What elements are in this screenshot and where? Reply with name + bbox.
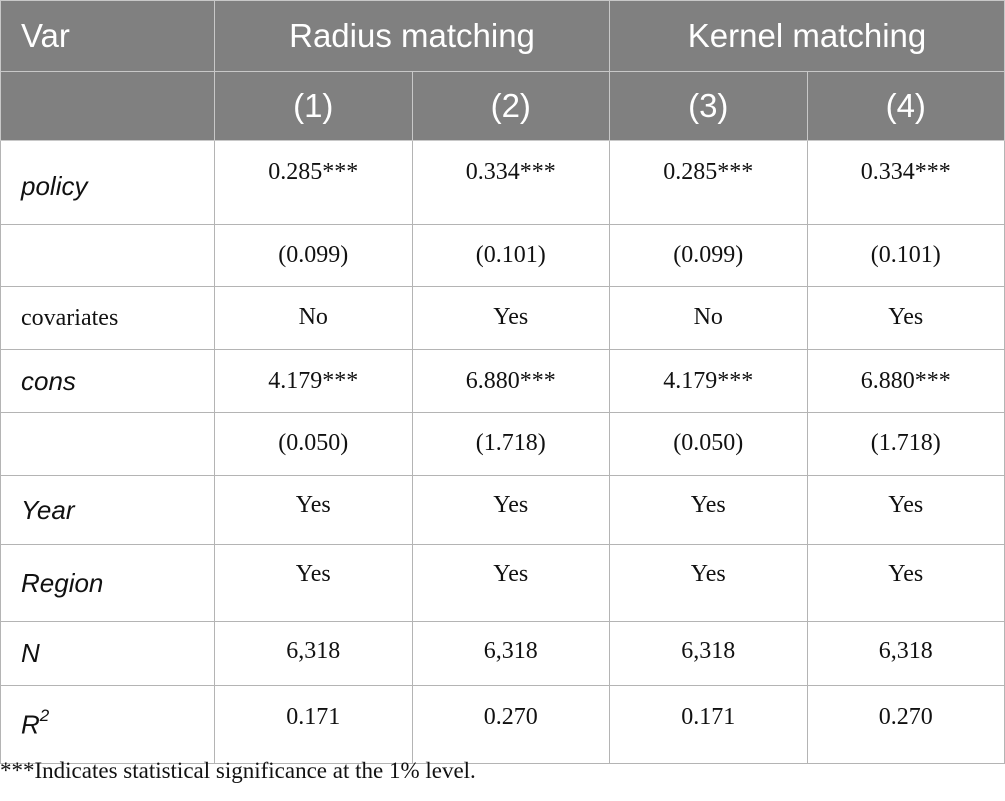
cell: Yes <box>411 475 611 545</box>
cell: Yes <box>411 286 611 350</box>
cell: 6,318 <box>411 621 611 686</box>
cell: 4.179*** <box>609 349 808 413</box>
row-label: covariates <box>0 286 215 350</box>
table-row-policy: policy 0.285*** 0.334*** 0.285*** 0.334*… <box>0 140 1005 225</box>
cell: 0.334*** <box>806 140 1005 225</box>
cell: Yes <box>214 544 413 622</box>
cell: (0.050) <box>214 412 413 476</box>
cell: 0.270 <box>806 685 1005 764</box>
cell: 0.334*** <box>411 140 611 225</box>
table-row-cons-se: (0.050) (1.718) (0.050) (1.718) <box>0 412 1005 476</box>
row-label: cons <box>0 349 215 413</box>
row-label <box>0 412 215 476</box>
cell: (0.101) <box>806 224 1005 287</box>
cell: Yes <box>806 544 1005 622</box>
cell: No <box>609 286 808 350</box>
header-row-groups: Var Radius matching Kernel matching <box>0 0 1005 72</box>
table-row-r2: R2 0.171 0.270 0.171 0.270 <box>0 685 1005 764</box>
cell: (1.718) <box>806 412 1005 476</box>
header-row-columns: (1) (2) (3) (4) <box>0 71 1005 141</box>
cell: 0.285*** <box>214 140 413 225</box>
row-label: Year <box>0 475 215 545</box>
table-row-cons: cons 4.179*** 6.880*** 4.179*** 6.880*** <box>0 349 1005 413</box>
cell: Yes <box>806 286 1005 350</box>
row-label <box>0 224 215 287</box>
cell: 0.171 <box>609 685 808 764</box>
cell: (0.099) <box>609 224 808 287</box>
header-var: Var <box>0 0 215 72</box>
header-col-4: (4) <box>806 71 1005 141</box>
row-label: N <box>0 621 215 686</box>
table-row-year: Year Yes Yes Yes Yes <box>0 475 1005 545</box>
row-label: Region <box>0 544 215 622</box>
row-label: R2 <box>0 685 215 764</box>
header-col-1: (1) <box>214 71 413 141</box>
cell: 0.171 <box>214 685 413 764</box>
row-label: policy <box>0 140 215 225</box>
cell: (0.099) <box>214 224 413 287</box>
header-col-2: (2) <box>411 71 611 141</box>
table-row-policy-se: (0.099) (0.101) (0.099) (0.101) <box>0 224 1005 287</box>
cell: No <box>214 286 413 350</box>
cell: 0.270 <box>411 685 611 764</box>
table-row-covariates: covariates No Yes No Yes <box>0 286 1005 350</box>
table-footnote: ***Indicates statistical significance at… <box>0 758 476 783</box>
cell: 6.880*** <box>806 349 1005 413</box>
cell: Yes <box>609 544 808 622</box>
cell: 6.880*** <box>411 349 611 413</box>
cell: 0.285*** <box>609 140 808 225</box>
header-kernel-matching: Kernel matching <box>609 0 1005 72</box>
header-radius-matching: Radius matching <box>213 0 611 72</box>
cell: (0.101) <box>411 224 611 287</box>
cell: 6,318 <box>214 621 413 686</box>
cell: Yes <box>214 475 413 545</box>
table-row-region: Region Yes Yes Yes Yes <box>0 544 1005 622</box>
cell: Yes <box>411 544 611 622</box>
header-col-3: (3) <box>609 71 808 141</box>
cell: 6,318 <box>806 621 1005 686</box>
cell: Yes <box>609 475 808 545</box>
table-row-n: N 6,318 6,318 6,318 6,318 <box>0 621 1005 686</box>
cell: Yes <box>806 475 1005 545</box>
cell: (0.050) <box>609 412 808 476</box>
cell: 4.179*** <box>214 349 413 413</box>
header-empty <box>0 71 215 141</box>
cell: 6,318 <box>609 621 808 686</box>
results-table: Var Radius matching Kernel matching (1) … <box>0 0 1005 764</box>
cell: (1.718) <box>411 412 611 476</box>
